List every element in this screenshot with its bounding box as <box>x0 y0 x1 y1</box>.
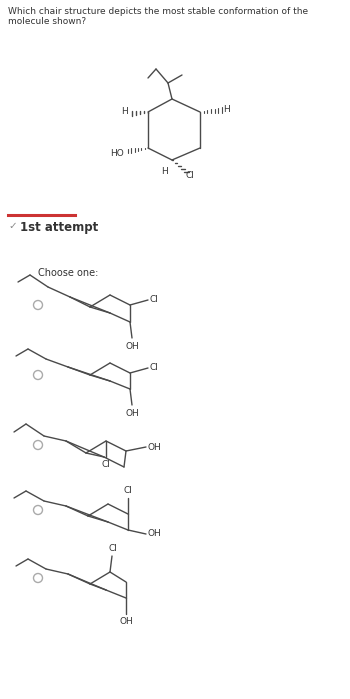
Text: OH: OH <box>125 342 139 351</box>
Text: Which chair structure depicts the most stable conformation of the molecule shown: Which chair structure depicts the most s… <box>8 7 308 27</box>
Text: CI: CI <box>150 363 159 373</box>
Text: OH: OH <box>119 617 133 626</box>
Text: CI: CI <box>150 296 159 305</box>
Text: HO: HO <box>110 148 124 157</box>
Text: CI: CI <box>108 544 118 553</box>
Text: H: H <box>121 108 128 117</box>
Text: H: H <box>161 168 167 177</box>
Text: Choose one:: Choose one: <box>38 268 98 278</box>
Text: Cl: Cl <box>186 171 195 180</box>
Text: H: H <box>223 104 229 113</box>
Text: OH: OH <box>148 442 162 452</box>
Text: CI: CI <box>102 460 111 469</box>
Text: OH: OH <box>148 530 162 538</box>
Text: CI: CI <box>124 486 132 495</box>
Text: OH: OH <box>125 409 139 418</box>
Text: ✓: ✓ <box>8 221 17 231</box>
Text: 1st attempt: 1st attempt <box>20 221 98 234</box>
